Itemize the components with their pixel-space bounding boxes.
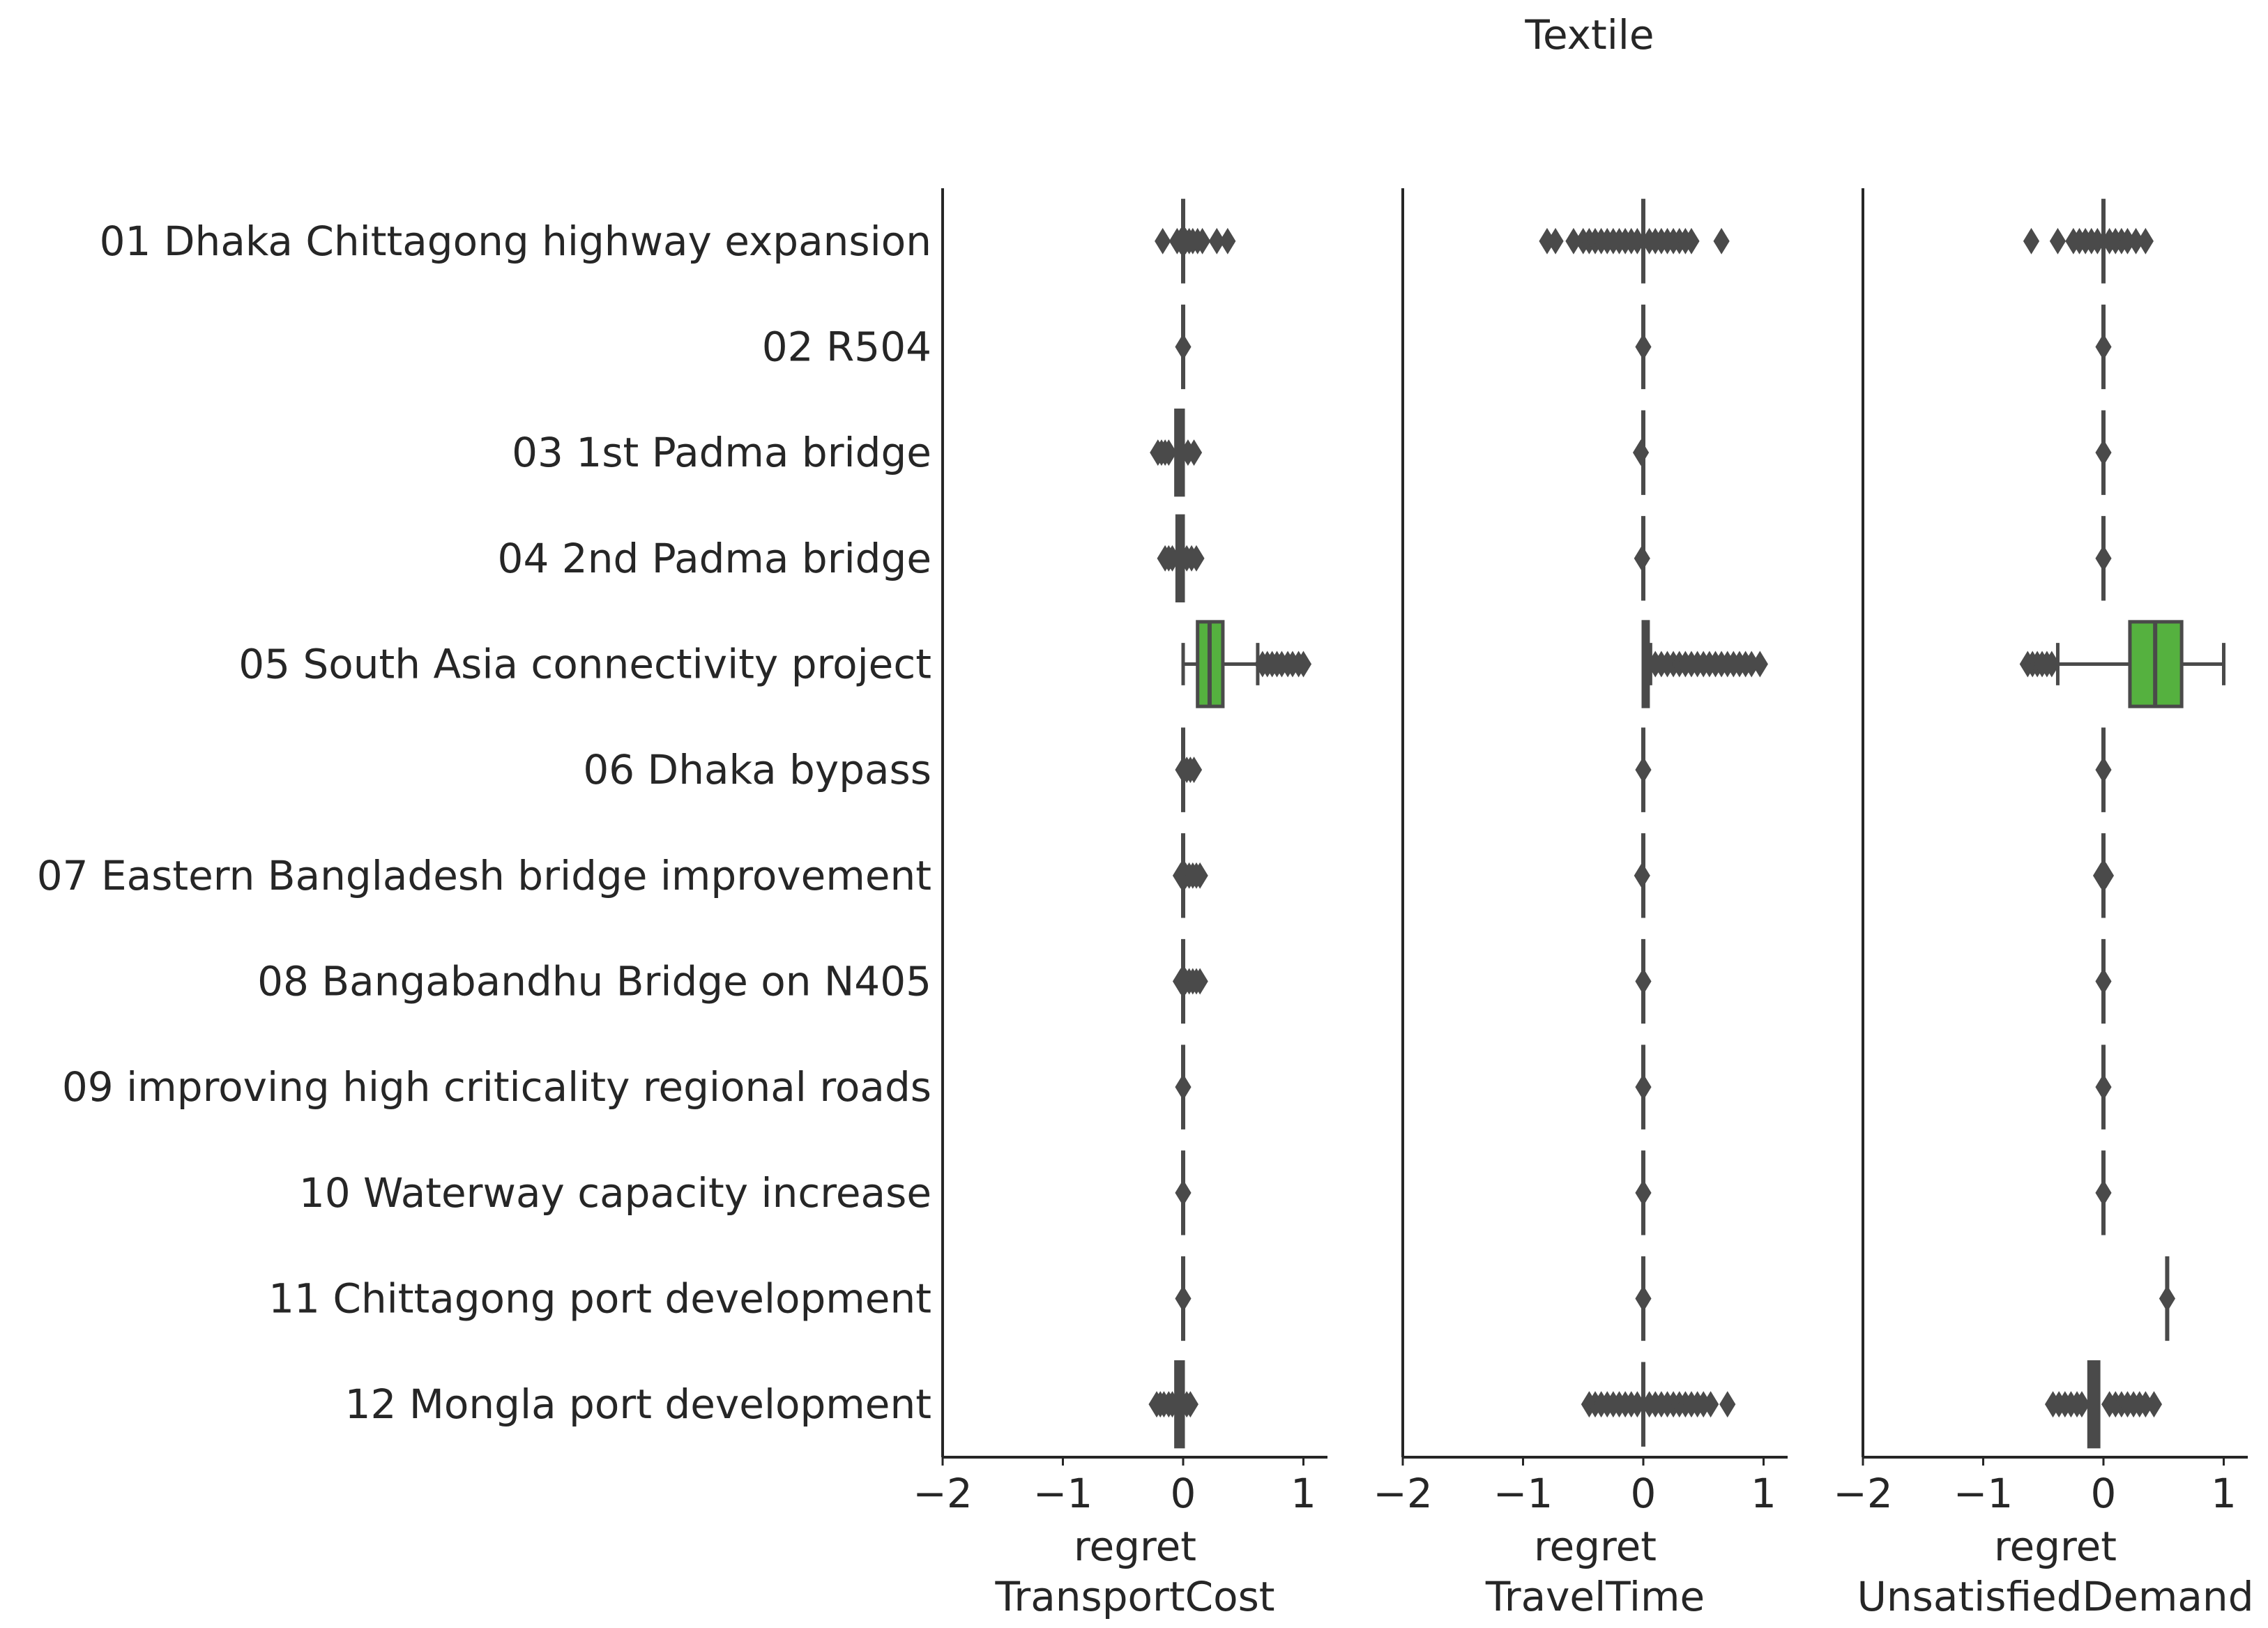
box-05 (1641, 620, 1768, 708)
category-label: 02 R504 (762, 324, 931, 371)
x-tick-label: −2 (1373, 1470, 1433, 1517)
box-03 (1150, 409, 1203, 497)
x-tick-label: −2 (913, 1470, 973, 1517)
box-10 (1175, 1150, 1192, 1235)
box-05 (1181, 620, 1312, 708)
category-label: 08 Bangabandhu Bridge on N405 (257, 958, 931, 1005)
box-04 (1157, 514, 1205, 603)
flier-point (1194, 227, 1211, 254)
flier-point (1547, 227, 1564, 254)
chart-title: Textile (1524, 11, 1654, 59)
box-07 (1172, 833, 1208, 918)
x-tick-label: −1 (1033, 1470, 1093, 1517)
flier-point (1683, 227, 1700, 254)
box-04 (1634, 516, 1650, 601)
category-label: 11 Chittagong port development (268, 1275, 931, 1323)
x-tick-label: 0 (1631, 1470, 1657, 1517)
box-05 (2019, 620, 2225, 708)
category-labels: 01 Dhaka Chittagong highway expansion 02 … (37, 218, 931, 1428)
flier-point (1182, 1391, 1198, 1418)
box-03 (1632, 410, 1650, 495)
x-tick-label: −1 (1493, 1470, 1553, 1517)
flier-point (1719, 1391, 1736, 1418)
box-08 (1172, 938, 1208, 1024)
box-11 (1175, 1256, 1192, 1341)
x-axis-label-line1: regret (1074, 1523, 1196, 1570)
flier-point (2049, 227, 2067, 254)
box-11 (1635, 1256, 1652, 1341)
box-09 (1175, 1044, 1192, 1129)
box-12 (1581, 1362, 1736, 1447)
category-label: 05 South Asia connectivity project (238, 641, 931, 688)
x-axis-label-line2: UnsatisfiedDemand (1857, 1573, 2253, 1620)
box-12 (1148, 1360, 1198, 1449)
box-07 (1634, 833, 1650, 918)
flier-point (2073, 1391, 2090, 1418)
box-09 (2095, 1044, 2112, 1129)
box-10 (1635, 1150, 1652, 1235)
category-label: 12 Mongla port development (345, 1380, 931, 1428)
category-label: 10 Waterway capacity increase (299, 1169, 931, 1217)
flier-point (1208, 227, 1225, 254)
flier-point (1751, 651, 1768, 678)
x-axis-label-line1: regret (1994, 1523, 2117, 1570)
box-01 (1155, 199, 1236, 284)
box-07 (2092, 833, 2115, 918)
category-label: 06 Dhaka bypass (583, 746, 931, 793)
flier-point (1185, 756, 1203, 784)
box-06 (2095, 727, 2112, 812)
x-tick-label: 1 (1751, 1470, 1776, 1517)
box-06 (1635, 727, 1652, 812)
category-label: 01 Dhaka Chittagong highway expansion (100, 218, 931, 265)
category-label: 04 2nd Padma bridge (498, 535, 931, 582)
box-02 (1635, 304, 1652, 390)
box-04 (2095, 516, 2112, 601)
flier-point (1188, 545, 1205, 572)
flier-point (1160, 439, 1177, 466)
category-label: 07 Eastern Bangladesh bridge improvement (37, 852, 931, 899)
box-01 (1539, 199, 1730, 284)
category-label: 09 improving high criticality regional r… (62, 1063, 931, 1111)
box-03 (2095, 410, 2112, 495)
flier-point (1632, 439, 1650, 466)
flier-point (1185, 439, 1203, 466)
flier-point (1713, 227, 1730, 254)
box-08 (1635, 938, 1652, 1024)
flier-point (2023, 227, 2040, 254)
x-tick-label: −2 (1833, 1470, 1893, 1517)
box-11 (2159, 1256, 2176, 1341)
x-tick-label: 1 (1291, 1470, 1316, 1517)
flier-point (2137, 227, 2154, 254)
box-02 (2095, 304, 2112, 390)
flier-point (1155, 227, 1171, 254)
box-02 (1175, 304, 1192, 390)
box-12 (2044, 1360, 2163, 1449)
box-10 (2095, 1150, 2112, 1235)
x-tick-label: 1 (2211, 1470, 2237, 1517)
flier-point (1295, 651, 1312, 678)
box-06 (1175, 727, 1203, 812)
box-01 (2023, 199, 2154, 284)
x-tick-label: 0 (1171, 1470, 1196, 1517)
x-axis-label-line1: regret (1534, 1523, 1657, 1570)
flier-point (1703, 1391, 1719, 1418)
box-08 (2095, 938, 2112, 1024)
flier-point (1192, 968, 1208, 995)
x-axis-label-line2: TransportCost (994, 1573, 1274, 1620)
flier-point (1219, 227, 1236, 254)
x-axis-label-line2: TravelTime (1485, 1573, 1705, 1620)
flier-point (1192, 862, 1208, 889)
box-09 (1635, 1044, 1652, 1129)
x-tick-label: 0 (2091, 1470, 2117, 1517)
x-tick-label: −1 (1954, 1470, 2014, 1517)
category-label: 03 1st Padma bridge (512, 429, 931, 476)
flier-point (2145, 1391, 2163, 1418)
